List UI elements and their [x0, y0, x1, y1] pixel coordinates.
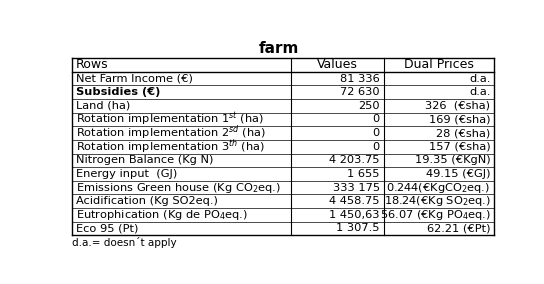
Text: 81 336: 81 336 [340, 74, 380, 83]
Text: 4 203.75: 4 203.75 [330, 155, 380, 165]
Text: 4 458.75: 4 458.75 [330, 196, 380, 206]
Text: 56.07 (€Kg PO$_4$eq.): 56.07 (€Kg PO$_4$eq.) [380, 208, 491, 222]
Text: 0.244(€KgCO$_2$eq.): 0.244(€KgCO$_2$eq.) [386, 181, 491, 195]
Text: Net Farm Income (€): Net Farm Income (€) [76, 74, 193, 83]
Text: 157 (€sha): 157 (€sha) [429, 142, 491, 152]
Text: Rotation implementation 1$^{st}$ (ha): Rotation implementation 1$^{st}$ (ha) [76, 111, 264, 128]
Text: 72 630: 72 630 [341, 87, 380, 97]
Text: Rotation implementation 3$^{th}$ (ha): Rotation implementation 3$^{th}$ (ha) [76, 137, 264, 156]
Text: 1 307.5: 1 307.5 [337, 224, 380, 233]
Text: Energy input  (GJ): Energy input (GJ) [76, 169, 177, 179]
Text: 1 655: 1 655 [348, 169, 380, 179]
Text: Eco 95 (Pt): Eco 95 (Pt) [76, 224, 138, 233]
Text: 18.24(€Kg SO$_2$eq.): 18.24(€Kg SO$_2$eq.) [384, 194, 491, 208]
Text: d.a.= doesn´t apply: d.a.= doesn´t apply [72, 237, 177, 248]
Text: 326  (€sha): 326 (€sha) [425, 101, 491, 111]
Text: Emissions Green house (Kg CO$_2$eq.): Emissions Green house (Kg CO$_2$eq.) [76, 181, 280, 195]
Text: Eutrophication (Kg de PO$_4$eq.): Eutrophication (Kg de PO$_4$eq.) [76, 208, 248, 222]
Text: Values: Values [317, 59, 358, 72]
Text: 0: 0 [373, 128, 380, 138]
Text: 1 450,63: 1 450,63 [330, 210, 380, 220]
Text: 169 (€sha): 169 (€sha) [429, 114, 491, 124]
Text: 19.35 (€KgN): 19.35 (€KgN) [415, 155, 491, 165]
Text: d.a.: d.a. [469, 87, 491, 97]
Text: 250: 250 [358, 101, 380, 111]
Text: 0: 0 [373, 142, 380, 152]
Text: Rows: Rows [76, 59, 108, 72]
Text: 28 (€sha): 28 (€sha) [436, 128, 491, 138]
Text: Dual Prices: Dual Prices [404, 59, 474, 72]
Text: 0: 0 [373, 114, 380, 124]
Text: Land (ha): Land (ha) [76, 101, 130, 111]
Text: 333 175: 333 175 [333, 183, 380, 193]
Text: farm: farm [258, 41, 299, 56]
Text: 49.15 (€GJ): 49.15 (€GJ) [426, 169, 491, 179]
Text: Subsidies (€): Subsidies (€) [76, 87, 160, 97]
Text: d.a.: d.a. [469, 74, 491, 83]
Text: Rotation implementation 2$^{sd}$ (ha): Rotation implementation 2$^{sd}$ (ha) [76, 124, 265, 142]
Text: 62.21 (€Pt): 62.21 (€Pt) [427, 224, 491, 233]
Text: Acidification (Kg SO2eq.): Acidification (Kg SO2eq.) [76, 196, 218, 206]
Text: Nitrogen Balance (Kg N): Nitrogen Balance (Kg N) [76, 155, 213, 165]
